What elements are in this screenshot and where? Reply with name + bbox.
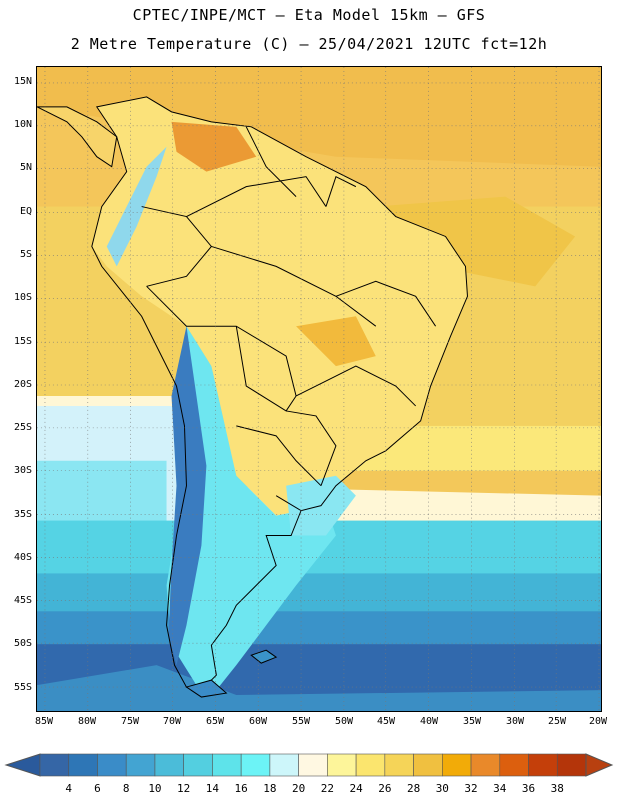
colorbar-swatch bbox=[327, 753, 357, 777]
colorbar-swatch bbox=[442, 753, 472, 777]
lat-label: 5S bbox=[19, 249, 32, 260]
colorbar-high-arrow bbox=[585, 753, 614, 777]
lat-label: 50S bbox=[13, 638, 32, 649]
ocean-band bbox=[37, 665, 601, 711]
lat-label: 35S bbox=[13, 509, 32, 520]
lon-label: 80W bbox=[77, 716, 97, 727]
lat-label: 30S bbox=[13, 465, 32, 476]
colorbar-swatch bbox=[470, 753, 501, 777]
temperature-map bbox=[37, 67, 601, 711]
colorbar-swatch bbox=[39, 753, 70, 777]
lon-label: 70W bbox=[162, 716, 182, 727]
tierra-del-fuego bbox=[185, 679, 228, 698]
colorbar-tick-label: 20 bbox=[292, 782, 306, 795]
colorbar-swatch bbox=[499, 753, 529, 777]
colorbar-tick-label: 30 bbox=[435, 782, 449, 795]
lon-label: 85W bbox=[34, 716, 54, 727]
title-line-2: 2 Metre Temperature (C) – 25/04/2021 12U… bbox=[70, 35, 548, 53]
lat-label: 20S bbox=[13, 379, 32, 390]
lat-label: 45S bbox=[13, 595, 32, 606]
central-america bbox=[37, 106, 118, 168]
hot-spot-brazil bbox=[296, 316, 376, 367]
colorbar-swatch bbox=[269, 753, 299, 777]
lat-label: 40S bbox=[13, 552, 32, 563]
lon-label: 55W bbox=[291, 716, 311, 727]
andes-north bbox=[106, 146, 167, 267]
colorbar-swatch bbox=[556, 753, 587, 777]
falkland-islands bbox=[250, 649, 278, 664]
hot-spot-venezuela bbox=[171, 121, 257, 172]
colorbar-tick-label: 14 bbox=[205, 782, 220, 795]
colorbar-swatch bbox=[154, 753, 184, 777]
colorbar-tick-label: 6 bbox=[94, 782, 101, 795]
colorbar-swatch bbox=[68, 753, 98, 777]
lat-label: 25S bbox=[13, 422, 32, 433]
lon-label: 25W bbox=[547, 716, 567, 727]
country-borders bbox=[91, 96, 468, 691]
colorbar-swatch bbox=[97, 753, 127, 777]
lon-label: 40W bbox=[419, 716, 439, 727]
lat-label: EQ bbox=[19, 206, 32, 217]
colorbar-tick-label: 10 bbox=[148, 782, 162, 795]
colorbar-tick-label: 4 bbox=[65, 782, 73, 795]
colorbar-tick-label: 8 bbox=[122, 782, 130, 795]
colorbar-tick-label: 38 bbox=[550, 782, 564, 795]
colorbar-swatch bbox=[125, 753, 156, 777]
colorbar-swatch bbox=[298, 753, 328, 777]
ocean-band bbox=[37, 67, 601, 167]
ocean-band bbox=[37, 611, 601, 647]
colorbar-swatch bbox=[413, 753, 443, 777]
title-line-1: CPTEC/INPE/MCT – Eta Model 15km – GFS bbox=[132, 6, 486, 24]
colorbar-tick-label: 26 bbox=[378, 782, 392, 795]
colorbar-tick-label: 34 bbox=[493, 782, 507, 795]
colorbar-tick-label: 28 bbox=[406, 782, 421, 795]
colorbar-tick-label: 32 bbox=[464, 782, 478, 795]
lat-label: 15S bbox=[13, 336, 32, 347]
lon-label: 30W bbox=[505, 716, 525, 727]
colorbar-swatch bbox=[183, 753, 213, 777]
lon-label: 45W bbox=[376, 716, 396, 727]
colorbar-tick-label: 36 bbox=[521, 782, 536, 795]
colorbar-tick-label: 24 bbox=[349, 782, 363, 795]
colorbar-tick-label: 16 bbox=[234, 782, 248, 795]
colorbar-swatch bbox=[528, 753, 558, 777]
lon-label: 35W bbox=[462, 716, 482, 727]
continent-warm bbox=[91, 96, 468, 516]
lat-label: 5N bbox=[19, 162, 32, 173]
continent-cool bbox=[166, 326, 336, 691]
colorbar-tick-label: 18 bbox=[263, 782, 277, 795]
ocean-band bbox=[375, 196, 576, 287]
colorbar-tick-label: 12 bbox=[177, 782, 191, 795]
lon-label: 20W bbox=[588, 716, 608, 727]
colorbar-low-arrow bbox=[4, 753, 41, 777]
lon-label: 75W bbox=[120, 716, 140, 727]
lon-label: 60W bbox=[248, 716, 268, 727]
lat-label: 10N bbox=[13, 119, 32, 130]
ocean-band bbox=[37, 573, 601, 614]
colorbar-swatch bbox=[355, 753, 386, 777]
colorbar bbox=[4, 753, 614, 777]
map-panel bbox=[36, 66, 602, 712]
lon-label: 65W bbox=[205, 716, 225, 727]
lat-label: 10S bbox=[13, 292, 32, 303]
continent-cold bbox=[168, 326, 207, 666]
lat-label: 15N bbox=[13, 76, 32, 87]
colorbar-tick-label: 22 bbox=[320, 782, 334, 795]
colorbar-swatch bbox=[384, 753, 414, 777]
colorbar-swatch bbox=[212, 753, 242, 777]
colorbar-swatch bbox=[240, 753, 271, 777]
lat-label: 55S bbox=[13, 682, 32, 693]
lon-label: 50W bbox=[334, 716, 354, 727]
